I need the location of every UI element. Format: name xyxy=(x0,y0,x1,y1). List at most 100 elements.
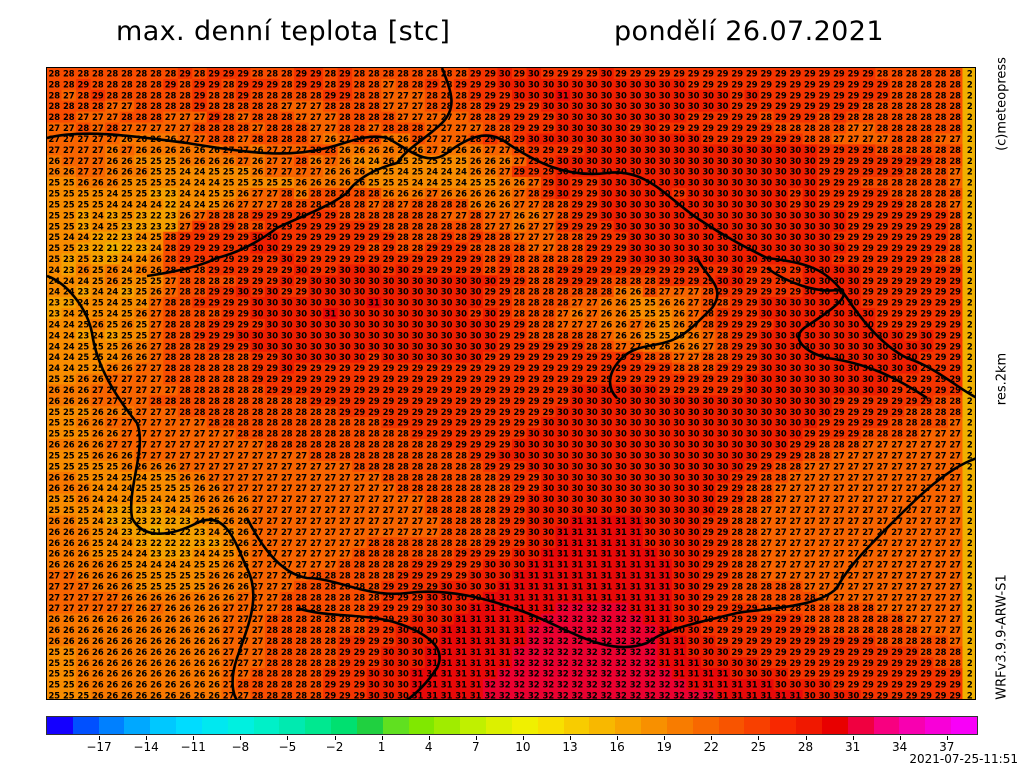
temperature-value: 30 xyxy=(513,90,525,100)
temperature-cell xyxy=(729,122,746,135)
temperature-value: 28 xyxy=(862,112,874,122)
temperature-cell xyxy=(337,242,353,255)
temperature-value: 25 xyxy=(470,178,482,188)
temperature-cell xyxy=(294,100,310,113)
temperature-cell xyxy=(860,177,876,189)
temperature-cell xyxy=(759,78,775,91)
temperature-cell xyxy=(76,308,92,320)
temperature-cell xyxy=(468,275,484,287)
temperature-cell xyxy=(613,275,629,287)
temperature-cell xyxy=(744,209,760,222)
temperature-value: 30 xyxy=(644,199,656,209)
temperature-cell xyxy=(337,319,353,331)
temperature-value: 28 xyxy=(891,112,903,122)
temperature-cell xyxy=(831,166,847,178)
temperature-cell xyxy=(424,188,440,200)
temperature-value: 29 xyxy=(208,265,220,275)
temperature-value: 29 xyxy=(935,265,947,275)
temperature-cell xyxy=(657,177,673,189)
temperature-cell xyxy=(570,275,586,287)
temperature-cell xyxy=(584,286,600,298)
temperature-cell xyxy=(308,177,324,189)
temperature-cell xyxy=(177,308,193,320)
temperature-value: 29 xyxy=(833,178,845,188)
temperature-value: 26 xyxy=(136,265,148,275)
temperature-cell xyxy=(90,133,106,145)
temperature-cell xyxy=(424,275,440,287)
temperature-value: 28 xyxy=(237,101,249,111)
temperature-value: 29 xyxy=(760,134,772,144)
temperature-value: 30 xyxy=(339,276,351,286)
temperature-cell xyxy=(337,78,353,91)
temperature-cell xyxy=(875,122,891,135)
temperature-value: 27 xyxy=(266,199,278,209)
temperature-cell xyxy=(323,198,339,211)
temperature-cell xyxy=(90,100,106,113)
temperature-cell xyxy=(817,144,833,156)
temperature-cell xyxy=(613,89,629,102)
temperature-cell xyxy=(250,297,266,309)
temperature-value: 29 xyxy=(731,112,743,122)
temperature-value: 28 xyxy=(325,68,337,78)
temperature-value: 26 xyxy=(484,167,496,177)
temperature-value: 30 xyxy=(673,178,685,188)
temperature-cell xyxy=(860,100,876,113)
temperature-cell xyxy=(468,188,484,200)
temperature-cell xyxy=(453,308,470,320)
temperature-value: 27 xyxy=(92,167,104,177)
temperature-cell xyxy=(628,155,644,167)
temperature-cell xyxy=(279,264,295,276)
temperature-cell xyxy=(134,166,150,178)
temperature-value: 28 xyxy=(528,189,540,199)
temperature-value: 28 xyxy=(281,123,293,133)
temperature-cell xyxy=(366,177,382,189)
temperature-value: 29 xyxy=(760,79,772,89)
temperature-value: 30 xyxy=(601,156,613,166)
temperature-value: 28 xyxy=(630,276,642,286)
temperature-cell xyxy=(802,198,818,211)
temperature-cell xyxy=(47,275,63,287)
temperature-cell xyxy=(468,286,484,298)
temperature-value: 30 xyxy=(659,90,671,100)
temperature-value: 29 xyxy=(586,265,598,275)
temperature-value: 25 xyxy=(237,167,249,177)
temperature-cell xyxy=(192,198,208,211)
temperature-cell xyxy=(105,122,121,135)
temperature-value: 29 xyxy=(906,232,918,242)
temperature-cell xyxy=(759,188,775,200)
temperature-value: 29 xyxy=(760,90,772,100)
temperature-cell xyxy=(584,111,600,124)
temperature-cell xyxy=(744,100,760,113)
temperature-value: 28 xyxy=(107,79,119,89)
temperature-value: 29 xyxy=(819,167,831,177)
temperature-value: 25 xyxy=(63,189,75,199)
temperature-cell xyxy=(192,231,208,244)
temperature-cell xyxy=(352,122,368,135)
temperature-cell xyxy=(134,89,150,102)
temperature-cell xyxy=(395,275,411,287)
temperature-cell xyxy=(599,188,615,200)
temperature-cell xyxy=(657,198,673,211)
temperature-cell xyxy=(206,133,222,145)
temperature-cell xyxy=(642,264,658,276)
temperature-value: 26 xyxy=(513,210,525,220)
temperature-cell xyxy=(512,100,528,113)
temperature-value: 30 xyxy=(702,167,714,177)
temperature-cell xyxy=(177,111,193,124)
temperature-value: 30 xyxy=(731,210,743,220)
temperature-value: 24 xyxy=(426,167,438,177)
temperature-cell xyxy=(512,68,528,80)
temperature-value: 29 xyxy=(179,254,191,264)
temperature-value: 30 xyxy=(688,243,700,253)
temperature-value: 29 xyxy=(702,79,714,89)
temperature-value: 28 xyxy=(644,276,656,286)
temperature-value: 29 xyxy=(237,90,249,100)
temperature-cell xyxy=(613,78,629,91)
temperature-cell xyxy=(453,188,470,200)
temperature-cell xyxy=(497,155,513,167)
temperature-value: 29 xyxy=(208,79,220,89)
temperature-value: 28 xyxy=(906,90,918,100)
temperature-cell xyxy=(148,166,164,178)
temperature-value: 29 xyxy=(339,90,351,100)
temperature-value: 2 xyxy=(967,199,973,209)
